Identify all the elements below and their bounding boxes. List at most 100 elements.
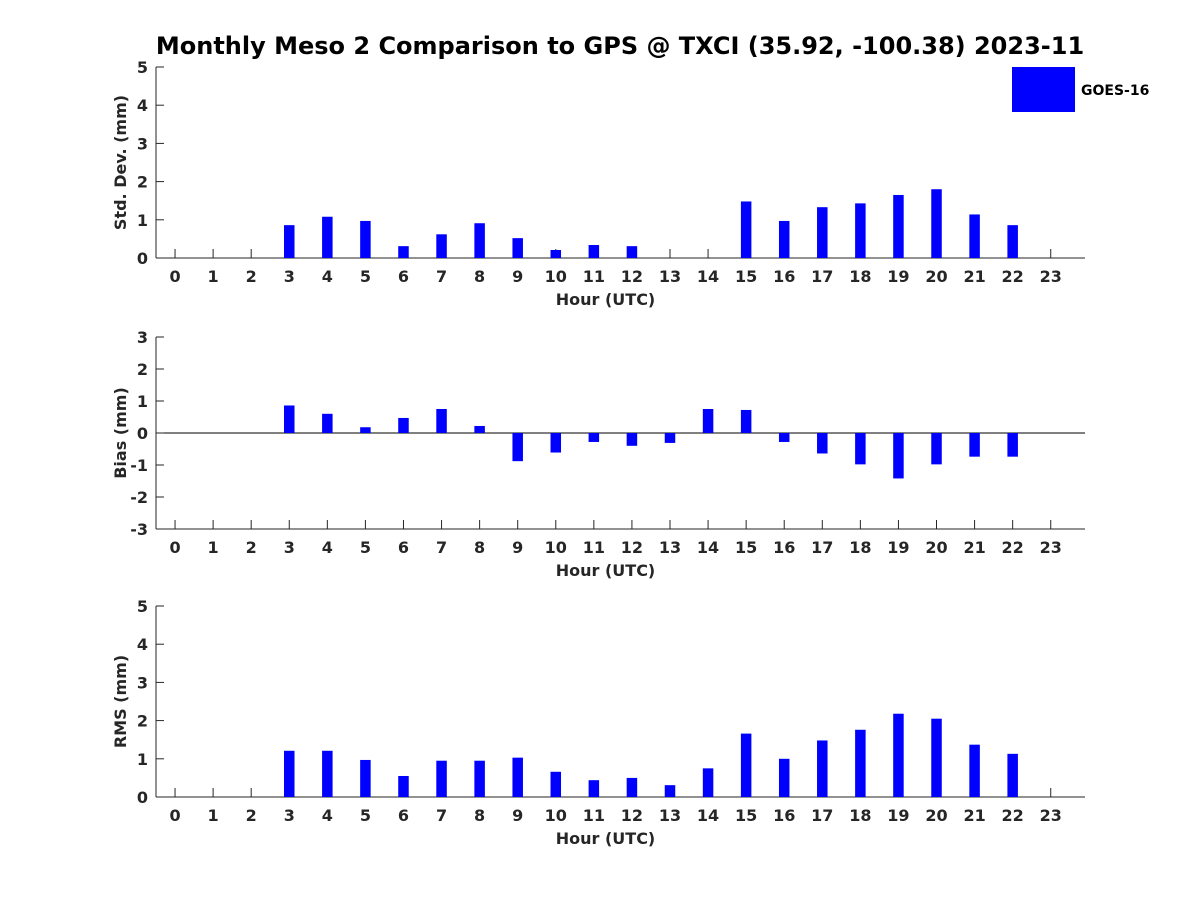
x-tick-label: 14 [697, 806, 719, 825]
bar-hour-8 [474, 425, 485, 433]
x-tick-label: 17 [811, 538, 833, 557]
bar-hour-8 [474, 223, 485, 258]
x-tick-label: 12 [621, 538, 643, 557]
x-tick-label: 15 [735, 267, 757, 286]
x-tick-label: 1 [208, 538, 219, 557]
x-tick-label: 22 [1002, 538, 1024, 557]
chart-title: Monthly Meso 2 Comparison to GPS @ TXCI … [156, 32, 1084, 60]
x-tick-label: 11 [583, 806, 605, 825]
bar-hour-21 [969, 214, 980, 258]
bar-hour-18 [855, 433, 866, 465]
x-tick-label: 16 [773, 806, 795, 825]
y-tick-label: 0 [137, 424, 148, 443]
bar-hour-19 [893, 713, 904, 797]
x-tick-label: 1 [208, 267, 219, 286]
bar-hour-9 [512, 238, 523, 258]
bar-hour-22 [1007, 433, 1018, 457]
bar-hour-6 [398, 417, 409, 433]
bar-hour-15 [740, 409, 752, 433]
bar-hour-18 [855, 729, 866, 797]
bar-hour-5 [360, 220, 371, 258]
x-tick-label: 21 [963, 267, 985, 286]
x-tick-label: 8 [474, 806, 485, 825]
y-tick-label: 1 [137, 392, 148, 411]
x-tick-label: 16 [773, 267, 795, 286]
x-axis-label: Hour (UTC) [556, 290, 656, 309]
y-tick-label: 1 [137, 750, 148, 769]
x-tick-label: 14 [697, 267, 719, 286]
x-tick-label: 13 [659, 267, 681, 286]
bar-hour-12 [626, 777, 638, 797]
x-tick-label: 13 [659, 538, 681, 557]
bar-hour-4 [322, 216, 333, 258]
bar-hour-17 [817, 740, 828, 797]
bar-hour-14 [702, 409, 714, 433]
x-tick-label: 20 [925, 806, 947, 825]
y-tick-label: 0 [137, 788, 148, 807]
bar-hour-7 [436, 234, 447, 258]
y-tick-label: 2 [137, 173, 148, 192]
bar-hour-9 [512, 433, 523, 462]
x-tick-label: 8 [474, 267, 485, 286]
y-tick-label: 5 [137, 58, 148, 77]
x-tick-label: 7 [436, 806, 447, 825]
bar-hour-4 [322, 750, 333, 797]
bar-hour-3 [284, 405, 295, 433]
x-tick-label: 4 [322, 267, 333, 286]
x-tick-label: 0 [169, 538, 180, 557]
bar-hour-11 [588, 245, 600, 258]
bar-hour-21 [969, 744, 980, 797]
x-axis-label: Hour (UTC) [556, 561, 656, 580]
legend-label: GOES-16 [1081, 83, 1149, 99]
x-tick-label: 17 [811, 806, 833, 825]
x-tick-label: 4 [322, 806, 333, 825]
bar-hour-15 [740, 201, 752, 258]
x-tick-label: 2 [246, 538, 257, 557]
bar-hour-8 [474, 760, 485, 797]
x-tick-label: 14 [697, 538, 719, 557]
bar-hour-7 [436, 409, 447, 433]
x-tick-label: 22 [1002, 267, 1024, 286]
x-tick-label: 12 [621, 267, 643, 286]
bar-hour-6 [398, 246, 409, 258]
legend-swatch [1012, 67, 1075, 112]
y-axis-label: Bias (mm) [111, 387, 130, 479]
bar-hour-11 [588, 780, 600, 797]
x-tick-label: 9 [512, 806, 523, 825]
y-tick-label: 3 [137, 673, 148, 692]
bar-hour-20 [931, 189, 942, 258]
bar-hour-15 [740, 733, 752, 797]
x-tick-label: 8 [474, 538, 485, 557]
x-tick-label: 19 [887, 806, 909, 825]
bar-hour-7 [436, 760, 447, 797]
bar-hour-13 [664, 785, 676, 797]
x-tick-label: 23 [1040, 806, 1062, 825]
y-tick-label: 2 [137, 712, 148, 731]
bar-hour-11 [588, 433, 600, 442]
y-tick-label: 1 [137, 211, 148, 230]
bar-hour-13 [664, 433, 676, 443]
x-tick-label: 17 [811, 267, 833, 286]
x-tick-label: 11 [583, 267, 605, 286]
y-tick-label: 4 [137, 635, 148, 654]
x-tick-label: 18 [849, 267, 871, 286]
x-tick-label: 10 [545, 538, 567, 557]
bar-hour-19 [893, 433, 904, 479]
y-axis-label: Std. Dev. (mm) [111, 95, 130, 230]
y-tick-label: 5 [137, 597, 148, 616]
bar-hour-3 [284, 225, 295, 258]
x-tick-label: 18 [849, 538, 871, 557]
bar-hour-16 [778, 433, 790, 442]
x-axis-label: Hour (UTC) [556, 829, 656, 848]
x-tick-label: 23 [1040, 538, 1062, 557]
x-tick-label: 0 [169, 267, 180, 286]
bar-hour-14 [702, 768, 714, 797]
x-tick-label: 7 [436, 267, 447, 286]
bar-hour-10 [550, 771, 562, 797]
bar-hour-9 [512, 757, 523, 797]
